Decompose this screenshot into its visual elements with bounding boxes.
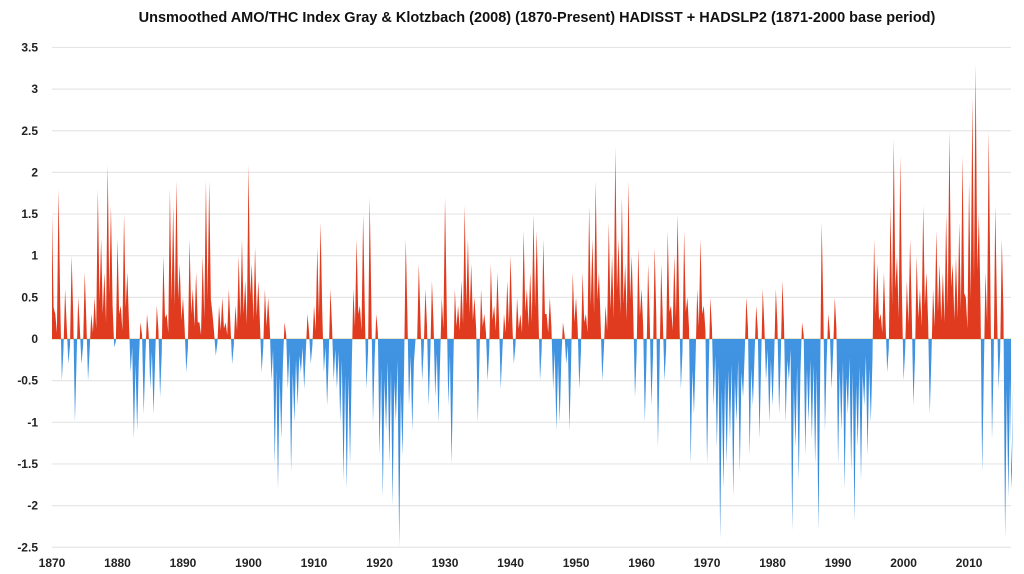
y-tick-label: 2.5	[21, 124, 38, 138]
x-tick-label: 1970	[694, 556, 721, 570]
y-tick-label: 0	[31, 332, 38, 346]
y-tick-label: 1	[31, 249, 38, 263]
positive-area	[52, 64, 1011, 339]
x-tick-label: 1890	[170, 556, 197, 570]
x-tick-label: 1920	[366, 556, 393, 570]
x-tick-label: 1900	[235, 556, 262, 570]
x-tick-label: 1930	[432, 556, 459, 570]
x-tick-label: 1980	[759, 556, 786, 570]
x-tick-label: 2010	[956, 556, 983, 570]
y-tick-label: 3.5	[21, 40, 38, 54]
y-tick-label: 1.5	[21, 207, 38, 221]
y-tick-label: -0.5	[17, 374, 38, 388]
x-tick-label: 1940	[497, 556, 524, 570]
x-tick-label: 1910	[301, 556, 328, 570]
y-tick-label: 2	[31, 165, 38, 179]
y-tick-label: -1.5	[17, 457, 38, 471]
x-tick-label: 1960	[628, 556, 655, 570]
x-tick-label: 1870	[39, 556, 66, 570]
series-area	[52, 64, 1014, 548]
y-tick-label: 3	[31, 82, 38, 96]
y-tick-label: 0.5	[21, 290, 38, 304]
x-tick-label: 1950	[563, 556, 590, 570]
x-axis-ticks: 1870 1880 1890 1900 1910 1920 1930 1940 1950 1960…	[39, 556, 983, 570]
y-tick-label: -2.5	[17, 540, 38, 554]
x-tick-label: 1990	[825, 556, 852, 570]
y-tick-label: -1	[27, 415, 38, 429]
x-tick-label: 1880	[104, 556, 131, 570]
x-tick-label: 2000	[890, 556, 917, 570]
y-tick-label: -2	[27, 499, 38, 513]
negative-area	[52, 339, 1014, 548]
y-axis-ticks: 3.5 3 2.5 2 1.5 1 0.5 0 -0.5 -1 -1.5 -2 -2.5	[17, 40, 38, 554]
chart-title: Unsmoothed AMO/THC Index Gray & Klotzbac…	[138, 10, 936, 26]
